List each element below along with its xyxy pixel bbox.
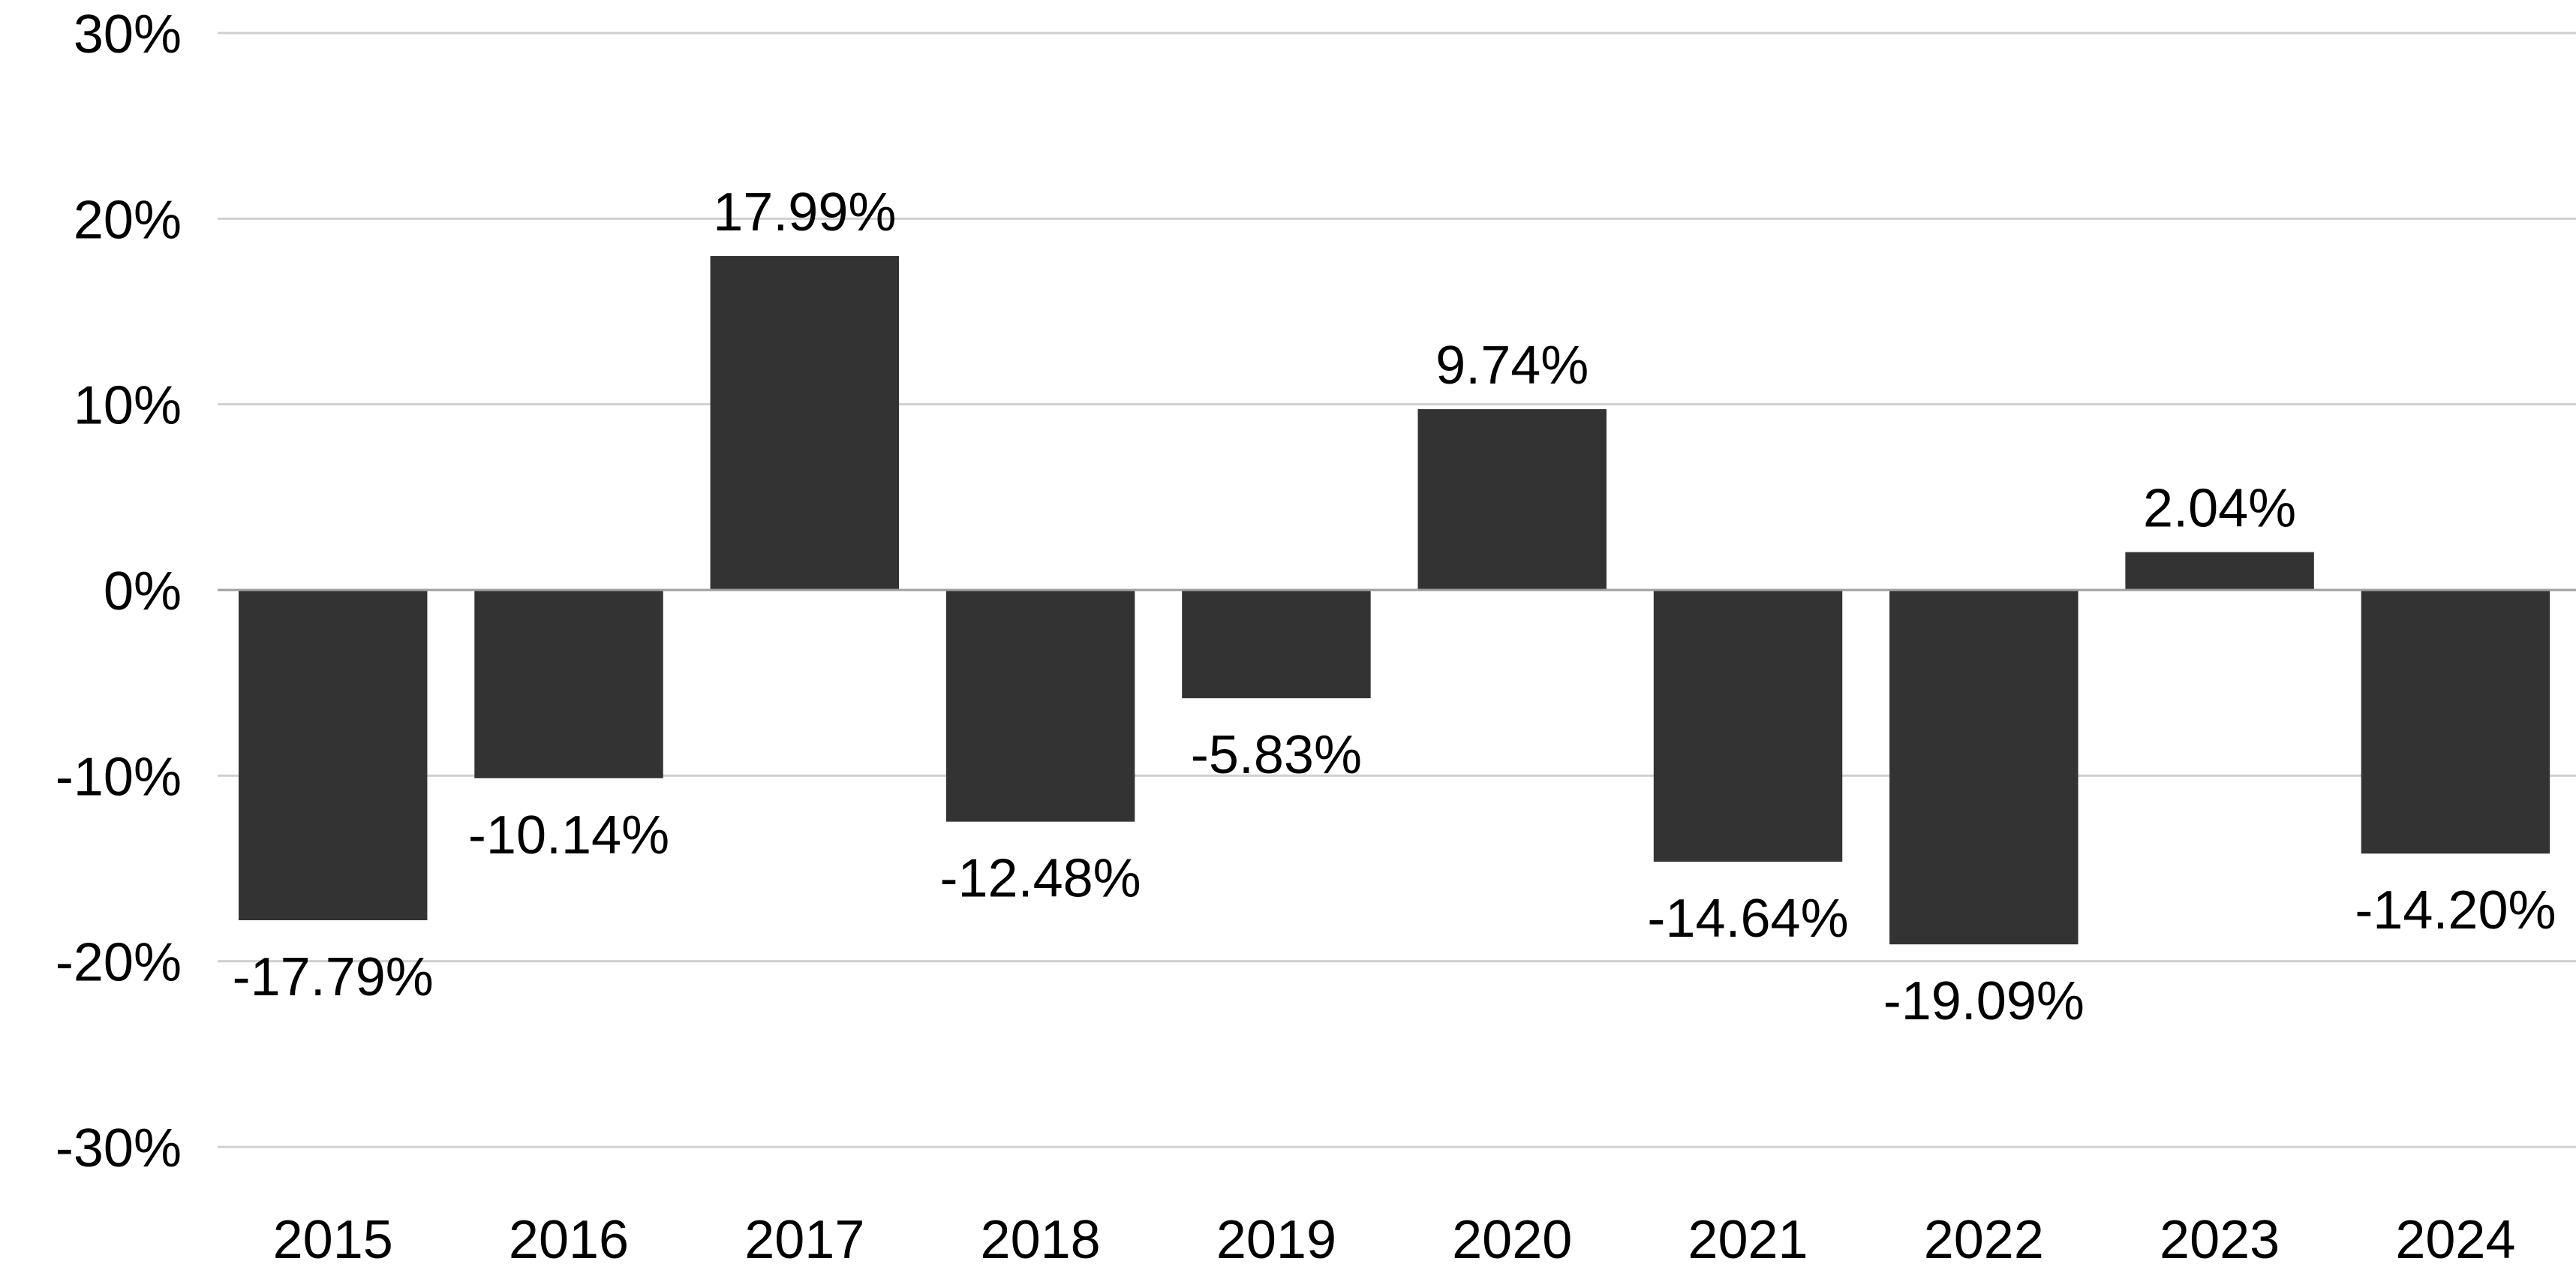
data-label-2015: -17.79% [233,947,434,1007]
data-labels: -17.79% -10.14% 17.99% -12.48% -5.83% 9.74% -1… [233,182,2556,1031]
x-tick-label-2015: 2015 [273,1210,393,1270]
bars [239,256,2550,945]
bar-2017 [710,256,900,590]
y-tick-label: -20% [56,933,182,993]
data-label-2023: 2.04% [2143,479,2296,539]
bar-2021 [1653,590,1843,862]
data-label-2020: 9.74% [1435,336,1589,396]
y-tick-label: 30% [74,5,182,65]
bar-2020 [1417,409,1607,590]
y-tick-label: -30% [56,1118,182,1178]
x-tick-label-2021: 2021 [1688,1210,1808,1270]
x-tick-label-2016: 2016 [509,1210,629,1270]
bar-2024 [2361,590,2550,854]
bar-2022 [1889,590,2079,945]
data-label-2017: 17.99% [713,182,896,242]
data-label-2016: -10.14% [468,805,669,865]
data-label-2019: -5.83% [1191,725,1362,785]
x-tick-label-2024: 2024 [2395,1210,2515,1270]
y-axis-tick-labels: 30% 20% 10% 0% -10% -20% -30% [56,5,182,1178]
y-tick-label: -10% [56,747,182,807]
data-label-2022: -19.09% [1883,971,2085,1031]
x-axis-tick-labels: 2015 2016 2017 2018 2019 2020 2021 2022 2023 2024 [273,1210,2516,1270]
bar-2023 [2125,552,2314,590]
data-label-2024: -14.20% [2355,880,2556,940]
x-tick-label-2023: 2023 [2160,1210,2280,1270]
bar-2015 [239,590,428,921]
bar-2019 [1182,590,1371,699]
y-tick-label: 10% [74,376,182,436]
x-tick-label-2018: 2018 [981,1210,1101,1270]
bar-2016 [474,590,663,778]
x-tick-label-2017: 2017 [744,1210,864,1270]
x-tick-label-2020: 2020 [1452,1210,1572,1270]
x-tick-label-2022: 2022 [1924,1210,2044,1270]
x-tick-label-2019: 2019 [1216,1210,1336,1270]
bar-2018 [945,590,1135,822]
y-tick-label: 0% [104,561,182,621]
data-label-2018: -12.48% [940,849,1141,909]
y-tick-label: 20% [74,190,182,250]
data-label-2021: -14.64% [1647,889,1848,949]
